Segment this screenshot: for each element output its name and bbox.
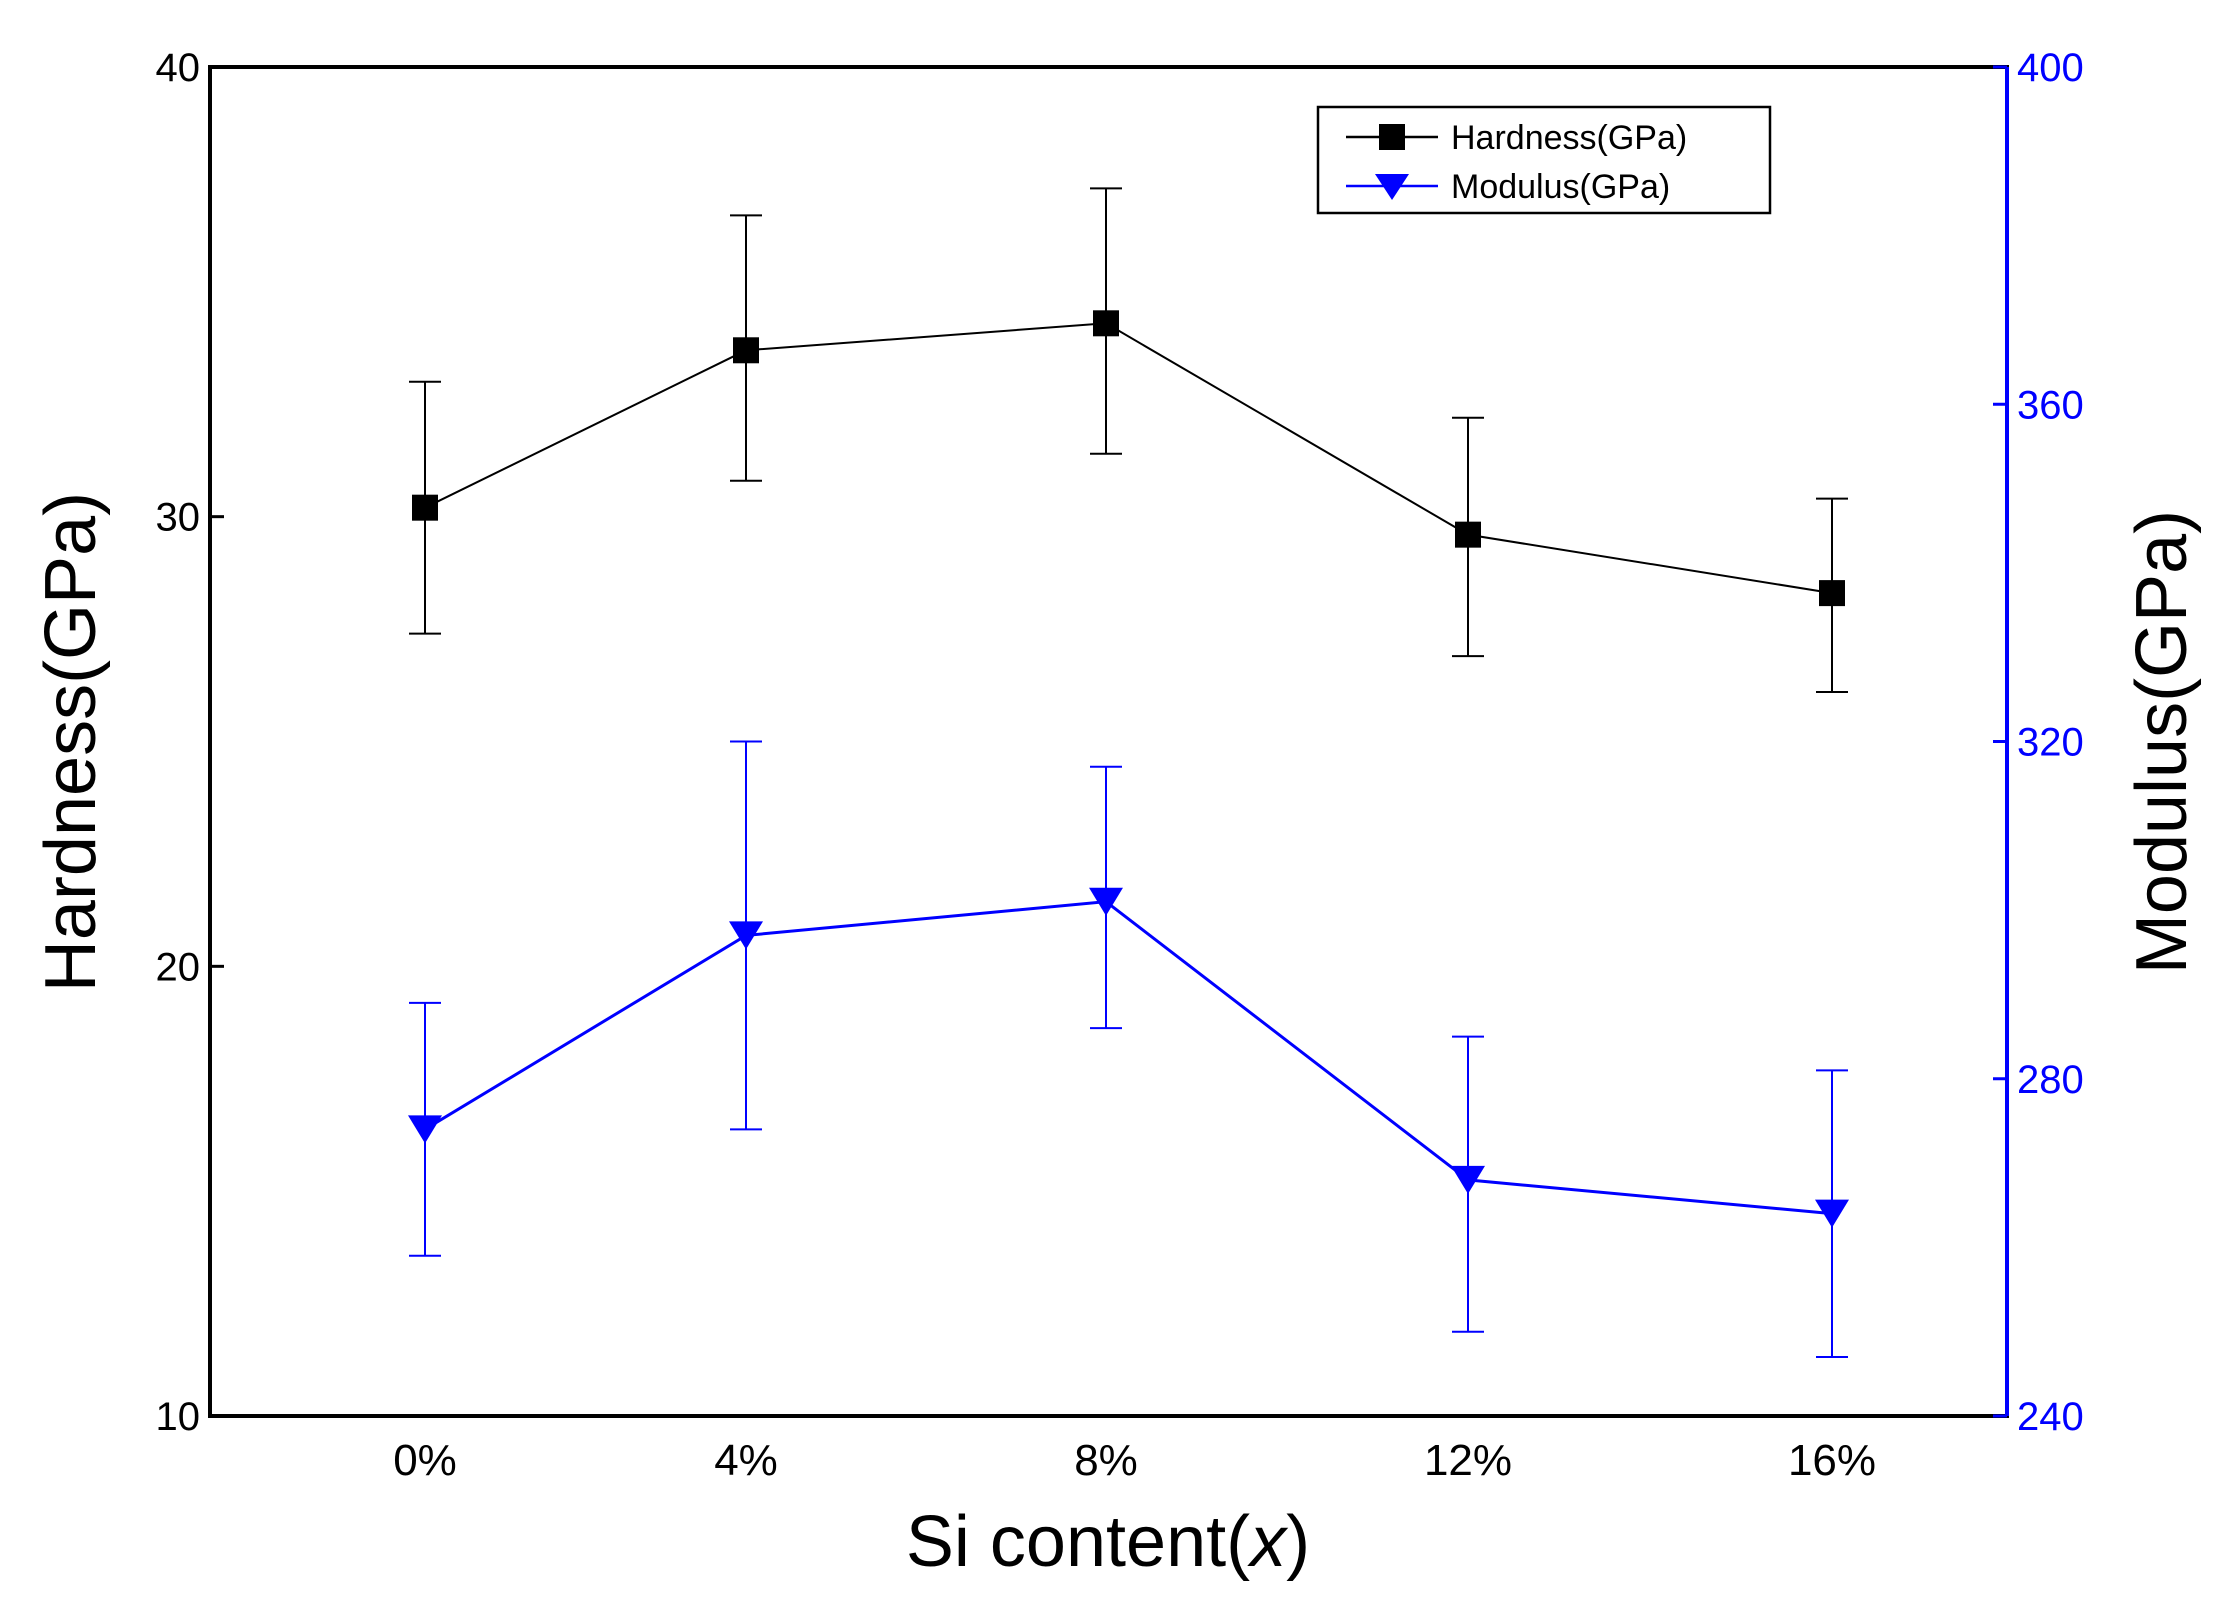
legend: Hardness(GPa) Modulus(GPa) [1316,105,1772,215]
legend-hardness-label: Hardness(GPa) [1451,119,1687,157]
x-axis-tick-label-2: 8% [1074,1436,1138,1485]
x-axis-tick-label-0: 0% [393,1436,457,1485]
right-axis-tick-label-320: 320 [2017,721,2084,765]
legend-modulus-label: Modulus(GPa) [1451,168,1670,206]
series-layer [408,187,1849,1358]
x-axis-tick-label-4: 16% [1788,1436,1876,1485]
x-axis-tick-label-3: 12% [1424,1436,1512,1485]
right-axis-tick-label-360: 360 [2017,383,2084,427]
x-axis-title-variable: x [1247,1502,1289,1582]
x-axis-title: Si content(x) [906,1502,1310,1582]
x-axis-ticks: 0% 4% 8% 12% 16% [393,1436,1876,1485]
data-point-triangle [1451,1165,1485,1194]
left-axis-tick-label-30: 30 [156,496,201,540]
data-point-triangle [1815,1199,1849,1228]
right-axis-tick-label-400: 400 [2017,46,2084,90]
data-point-square [1093,310,1119,337]
data-point-triangle [729,921,763,950]
data-point-square [1819,580,1845,607]
legend-hardness-square-marker [1379,124,1405,150]
left-axis-tick-label-10: 10 [156,1395,201,1439]
series-hardness [409,187,1848,694]
series-modulus [408,740,1849,1358]
left-axis-tick-label-20: 20 [156,945,201,989]
left-axis-ticks: 10 20 30 40 [156,46,224,1439]
data-point-square [1455,521,1481,548]
right-axis-tick-label-280: 280 [2017,1058,2084,1102]
data-point-triangle [1089,887,1123,916]
series-line [424,900,1833,1216]
x-axis-title-prefix: Si content( [906,1502,1250,1582]
data-point-square [412,494,438,521]
left-axis-tick-label-40: 40 [156,46,201,90]
right-axis-ticks: 240 280 320 360 400 [1993,46,2084,1439]
y-right-axis-title: Modulus(GPa) [2122,510,2202,974]
plot-frame [208,65,2009,1418]
data-point-square [733,337,759,364]
legend-modulus-triangle-marker [1375,174,1409,200]
right-axis-tick-label-240: 240 [2017,1395,2084,1439]
x-axis-tick-label-1: 4% [714,1436,778,1485]
data-point-triangle [408,1115,442,1144]
x-axis-title-suffix: ) [1286,1502,1310,1582]
series-line [424,322,1833,595]
y-left-axis-title: Hardness(GPa) [31,492,111,992]
